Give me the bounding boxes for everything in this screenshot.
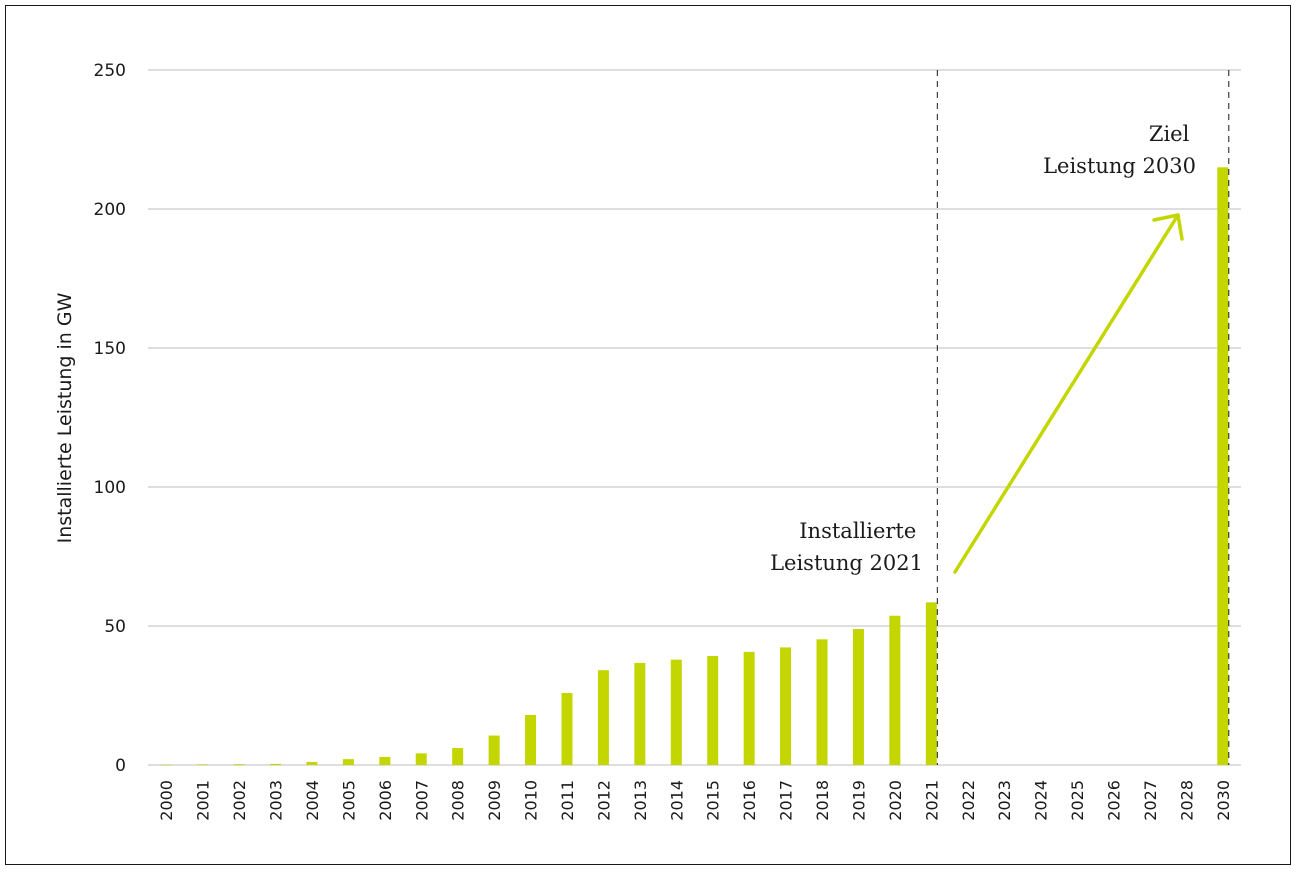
annotation-target-line2: Leistung 2030 bbox=[1043, 154, 1196, 178]
x-tick-label: 2027 bbox=[1141, 780, 1160, 821]
x-tick-label: 2017 bbox=[777, 780, 796, 821]
x-tick-label: 2004 bbox=[303, 780, 322, 821]
x-tick-label: 2005 bbox=[339, 780, 358, 821]
x-tick-label: 2009 bbox=[485, 780, 504, 821]
y-tick-label: 50 bbox=[104, 617, 126, 637]
bar-2005 bbox=[342, 759, 354, 765]
y-tick-label: 0 bbox=[115, 756, 126, 776]
y-axis-label: Installierte Leistung in GW bbox=[54, 292, 76, 543]
x-tick-label: 2024 bbox=[1032, 780, 1051, 821]
x-tick-label: 2006 bbox=[376, 780, 395, 821]
y-tick-label: 150 bbox=[94, 339, 126, 359]
x-tick-label: 2020 bbox=[886, 780, 905, 821]
bar-2012 bbox=[597, 670, 609, 765]
x-tick-label: 2026 bbox=[1104, 780, 1123, 821]
x-tick-label: 2018 bbox=[813, 780, 832, 821]
y-tick-label: 200 bbox=[94, 200, 126, 220]
bar-2002 bbox=[233, 764, 245, 765]
x-tick-label: 2002 bbox=[230, 780, 249, 821]
annotation-current-line1: Installierte bbox=[799, 519, 916, 543]
x-tick-label: 2008 bbox=[449, 780, 468, 821]
bar-2013 bbox=[634, 662, 646, 765]
x-tick-label: 2011 bbox=[558, 780, 577, 821]
bars bbox=[160, 167, 1229, 766]
annotation-current-line2: Leistung 2021 bbox=[770, 551, 923, 575]
bar-2018 bbox=[816, 639, 828, 765]
bar-2007 bbox=[415, 753, 427, 765]
x-tick-label: 2028 bbox=[1177, 780, 1196, 821]
x-tick-label: 2015 bbox=[704, 780, 723, 821]
x-tick-label: 2014 bbox=[667, 780, 686, 821]
x-axis-ticks: 2000 2001 2002 2003 2004 2005 2006 2007 2008 2009… bbox=[157, 780, 1233, 821]
annotation-current: Installierte Leistung 2021 bbox=[770, 519, 923, 575]
x-tick-label: 2010 bbox=[522, 780, 541, 821]
bar-2010 bbox=[525, 714, 537, 765]
growth-arrow bbox=[953, 213, 1184, 574]
annotation-target: Ziel Leistung 2030 bbox=[1043, 122, 1196, 178]
bar-2003 bbox=[270, 763, 282, 765]
y-tick-label: 250 bbox=[94, 61, 126, 81]
bar-2008 bbox=[452, 748, 464, 765]
bar-2019 bbox=[852, 629, 864, 765]
grid-lines bbox=[148, 69, 1241, 766]
x-tick-label: 2003 bbox=[267, 780, 286, 821]
x-tick-label: 2001 bbox=[194, 780, 213, 821]
arrow-shaft bbox=[953, 213, 1180, 574]
bar-2004 bbox=[306, 761, 318, 765]
bar-2001 bbox=[197, 764, 209, 765]
bar-2021 bbox=[925, 602, 937, 765]
chart-frame bbox=[5, 5, 1291, 865]
annotation-target-line1: Ziel bbox=[1149, 122, 1190, 146]
y-axis-ticks: 0 50 100 150 200 250 bbox=[94, 61, 126, 776]
x-tick-label: 2007 bbox=[412, 780, 431, 821]
x-tick-label: 2023 bbox=[995, 780, 1014, 821]
x-tick-label: 2013 bbox=[631, 780, 650, 821]
x-tick-label: 2016 bbox=[740, 780, 759, 821]
bar-2017 bbox=[780, 647, 792, 765]
bar-2006 bbox=[379, 756, 391, 765]
bar-2020 bbox=[889, 615, 901, 765]
arrow-head bbox=[1152, 213, 1184, 241]
x-tick-label: 2022 bbox=[959, 780, 978, 821]
bar-2000 bbox=[160, 764, 172, 766]
bar-2009 bbox=[488, 735, 500, 765]
bar-2030 bbox=[1217, 167, 1229, 766]
x-tick-label: 2000 bbox=[157, 780, 176, 821]
x-tick-label: 2025 bbox=[1068, 780, 1087, 821]
bar-2016 bbox=[743, 651, 755, 765]
y-tick-label: 100 bbox=[94, 478, 126, 498]
x-tick-label: 2021 bbox=[922, 780, 941, 821]
x-tick-label: 2019 bbox=[849, 780, 868, 821]
bar-2014 bbox=[670, 659, 682, 765]
x-tick-label: 2030 bbox=[1214, 780, 1233, 821]
dashed-markers bbox=[936, 70, 1230, 765]
bar-2015 bbox=[707, 656, 719, 765]
bar-2011 bbox=[561, 692, 573, 765]
x-tick-label: 2012 bbox=[594, 780, 613, 821]
